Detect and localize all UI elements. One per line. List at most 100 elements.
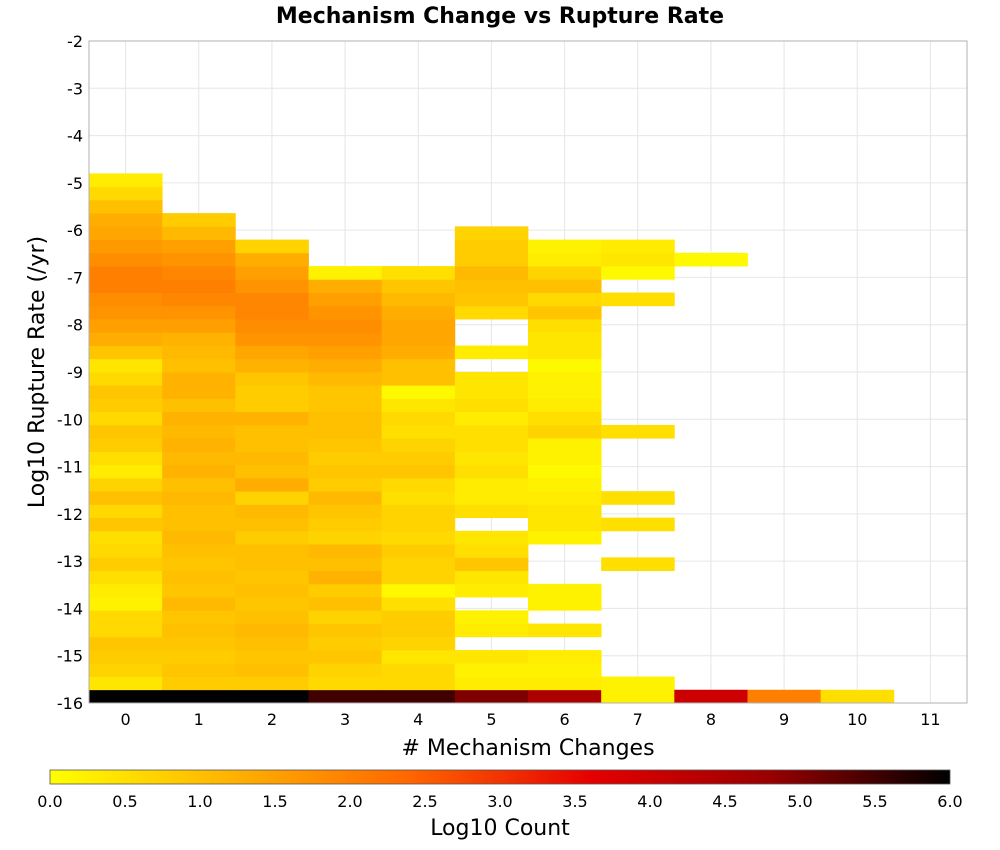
y-tick-label: -9	[67, 363, 83, 382]
heatmap-cell	[89, 451, 163, 466]
heatmap-cell	[162, 583, 236, 598]
heatmap-cell	[381, 345, 456, 360]
heatmap-cell	[601, 424, 675, 439]
heatmap-cell	[381, 358, 456, 373]
heatmap-cell	[308, 372, 383, 386]
heatmap-cell	[235, 319, 309, 333]
heatmap-cell	[89, 345, 163, 360]
heatmap-cell	[454, 650, 529, 664]
x-tick-label: 7	[633, 710, 643, 729]
heatmap-cell	[308, 610, 383, 624]
heatmap-cell	[528, 239, 602, 254]
heatmap-cell	[601, 491, 675, 505]
heatmap-cell	[162, 636, 236, 651]
heatmap-cell	[454, 477, 529, 492]
heatmap-cell	[162, 464, 236, 479]
heatmap-cell	[162, 597, 236, 611]
heatmap-cell	[235, 610, 309, 624]
heatmap-cell	[235, 477, 309, 492]
heatmap-cell	[89, 676, 163, 691]
colorbar-tick-label: 3.0	[487, 792, 512, 811]
x-tick-label: 10	[847, 710, 867, 729]
heatmap-cell	[162, 477, 236, 492]
x-tick-label: 1	[194, 710, 204, 729]
x-tick-label: 8	[706, 710, 716, 729]
heatmap-cell	[308, 583, 383, 598]
heatmap-cell	[89, 650, 163, 664]
heatmap-cell	[308, 424, 383, 439]
heatmap-cell	[454, 504, 529, 519]
x-tick-label: 9	[779, 710, 789, 729]
colorbar-tick-label: 5.5	[862, 792, 887, 811]
heatmap-cell	[89, 239, 163, 254]
heatmap-cell	[381, 597, 456, 611]
heatmap-cell	[235, 583, 309, 598]
heatmap-cell	[601, 517, 675, 532]
chart-title: Mechanism Change vs Rupture Rate	[276, 4, 724, 29]
heatmap-cell	[454, 491, 529, 505]
heatmap-cell	[601, 557, 675, 571]
heatmap-cell	[308, 544, 383, 558]
heatmap-cell	[454, 292, 529, 307]
heatmap-cell	[454, 451, 529, 466]
heatmap-cell	[454, 530, 529, 545]
heatmap-cell	[308, 570, 383, 585]
heatmap-cell	[528, 623, 602, 638]
heatmap-cell	[381, 266, 456, 280]
heatmap-cell	[162, 345, 236, 360]
heatmap-cell	[308, 332, 383, 346]
heatmap-cell	[381, 530, 456, 545]
heatmap-cell	[235, 504, 309, 519]
heatmap-cell	[235, 279, 309, 293]
heatmap-cell	[235, 411, 309, 426]
heatmap-cell	[381, 517, 456, 532]
heatmap-cell	[381, 451, 456, 466]
heatmap-cell	[162, 689, 236, 704]
heatmap-cell	[162, 213, 236, 227]
heatmap-cell	[89, 570, 163, 585]
heatmap-cell	[528, 451, 602, 466]
heatmap-cell	[162, 530, 236, 545]
heatmap-cell	[308, 464, 383, 479]
x-tick-label: 2	[267, 710, 277, 729]
heatmap-cell	[235, 491, 309, 505]
heatmap-cell	[528, 530, 602, 545]
heatmap-cell	[454, 345, 529, 360]
colorbar-tick-label: 4.5	[712, 792, 737, 811]
heatmap-cell	[381, 477, 456, 492]
heatmap-cell	[381, 385, 456, 399]
heatmap-cell	[454, 676, 529, 691]
heatmap-cell	[89, 385, 163, 399]
heatmap-cell	[308, 491, 383, 505]
heatmap-cell	[162, 570, 236, 585]
heatmap-cell	[235, 398, 309, 413]
heatmap-cell	[747, 689, 822, 704]
heatmap-cell	[89, 557, 163, 571]
heatmap-cell	[381, 398, 456, 413]
heatmap-cell	[381, 424, 456, 439]
y-tick-label: -11	[57, 458, 83, 477]
x-tick-label: 11	[920, 710, 940, 729]
heatmap-cell	[528, 583, 602, 598]
heatmap-cell	[235, 623, 309, 638]
heatmap-cell	[89, 438, 163, 452]
heatmap-cell	[308, 385, 383, 399]
heatmap-cell	[308, 358, 383, 373]
heatmap-cell	[381, 544, 456, 558]
heatmap-cell	[381, 610, 456, 624]
heatmap-cell	[162, 491, 236, 505]
y-tick-label: -4	[67, 127, 83, 146]
heatmap-cell	[381, 583, 456, 598]
heatmap-cell	[381, 557, 456, 571]
heatmap-cell	[235, 358, 309, 373]
heatmap-cell	[308, 650, 383, 664]
heatmap-cell	[601, 676, 675, 691]
heatmap-cell	[381, 676, 456, 691]
heatmap-cell	[89, 213, 163, 227]
heatmap-cell	[162, 663, 236, 677]
heatmap-cell	[89, 305, 163, 320]
heatmap-cell	[162, 623, 236, 638]
heatmap-cell	[381, 411, 456, 426]
heatmap-cell	[235, 597, 309, 611]
